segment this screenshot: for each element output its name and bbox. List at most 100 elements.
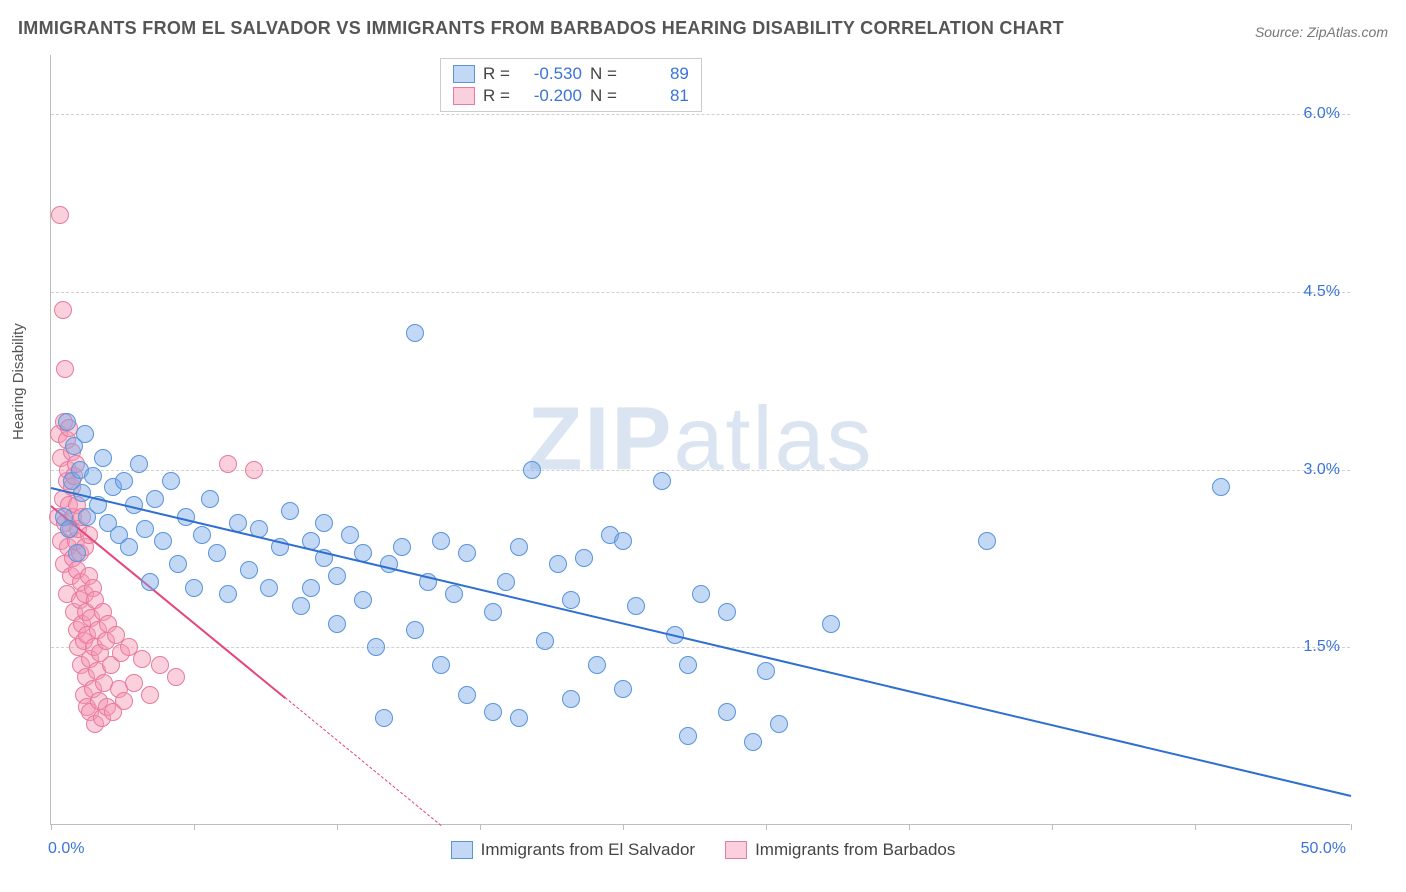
- scatter-point: [393, 538, 411, 556]
- scatter-point: [692, 585, 710, 603]
- legend-series: Immigrants from El Salvador Immigrants f…: [0, 840, 1406, 860]
- n-label: N =: [590, 86, 617, 106]
- scatter-point: [614, 532, 632, 550]
- scatter-point: [367, 638, 385, 656]
- swatch-el-salvador: [451, 841, 473, 859]
- swatch-barbados: [453, 87, 475, 105]
- scatter-point: [458, 544, 476, 562]
- legend-stats-row-barbados: R = -0.200 N = 81: [453, 85, 689, 107]
- scatter-point: [167, 668, 185, 686]
- scatter-point: [497, 573, 515, 591]
- scatter-point: [575, 549, 593, 567]
- gridline: [51, 114, 1350, 115]
- scatter-point: [151, 656, 169, 674]
- chart-container: IMMIGRANTS FROM EL SALVADOR VS IMMIGRANT…: [0, 0, 1406, 892]
- scatter-point: [58, 413, 76, 431]
- scatter-point: [154, 532, 172, 550]
- scatter-point: [193, 526, 211, 544]
- scatter-point: [60, 520, 78, 538]
- source-label: Source: ZipAtlas.com: [1255, 24, 1388, 40]
- trend-line: [51, 487, 1351, 797]
- swatch-barbados: [725, 841, 747, 859]
- x-tick: [623, 824, 624, 830]
- scatter-point: [208, 544, 226, 562]
- x-tick: [194, 824, 195, 830]
- scatter-point: [141, 573, 159, 591]
- scatter-point: [94, 449, 112, 467]
- trend-line: [285, 697, 442, 826]
- scatter-point: [68, 544, 86, 562]
- scatter-point: [484, 703, 502, 721]
- scatter-point: [76, 425, 94, 443]
- scatter-point: [133, 650, 151, 668]
- scatter-point: [1212, 478, 1230, 496]
- scatter-point: [292, 597, 310, 615]
- scatter-point: [549, 555, 567, 573]
- y-tick-label: 6.0%: [1304, 105, 1340, 123]
- scatter-point: [201, 490, 219, 508]
- scatter-point: [510, 709, 528, 727]
- scatter-point: [125, 674, 143, 692]
- scatter-point: [245, 461, 263, 479]
- scatter-point: [328, 615, 346, 633]
- scatter-point: [406, 324, 424, 342]
- scatter-point: [115, 472, 133, 490]
- scatter-point: [757, 662, 775, 680]
- r-value-barbados: -0.200: [518, 86, 582, 106]
- scatter-point: [56, 360, 74, 378]
- gridline: [51, 292, 1350, 293]
- scatter-point: [445, 585, 463, 603]
- scatter-point: [432, 656, 450, 674]
- scatter-point: [375, 709, 393, 727]
- scatter-point: [185, 579, 203, 597]
- scatter-point: [219, 455, 237, 473]
- x-tick: [766, 824, 767, 830]
- scatter-point: [120, 538, 138, 556]
- legend-stats-row-el-salvador: R = -0.530 N = 89: [453, 63, 689, 85]
- x-tick: [1351, 824, 1352, 830]
- watermark-light: atlas: [673, 389, 873, 489]
- scatter-point: [510, 538, 528, 556]
- y-tick-label: 1.5%: [1304, 638, 1340, 656]
- scatter-point: [536, 632, 554, 650]
- legend-stats: R = -0.530 N = 89 R = -0.200 N = 81: [440, 58, 702, 112]
- watermark: ZIPatlas: [527, 388, 873, 491]
- watermark-bold: ZIP: [527, 389, 673, 489]
- scatter-point: [770, 715, 788, 733]
- legend-item-barbados: Immigrants from Barbados: [725, 840, 955, 860]
- scatter-point: [718, 703, 736, 721]
- y-axis-label: Hearing Disability: [10, 323, 27, 440]
- n-value-barbados: 81: [625, 86, 689, 106]
- scatter-point: [84, 467, 102, 485]
- scatter-point: [302, 579, 320, 597]
- scatter-point: [406, 621, 424, 639]
- series-name-el-salvador: Immigrants from El Salvador: [481, 840, 695, 860]
- scatter-point: [146, 490, 164, 508]
- x-tick: [1052, 824, 1053, 830]
- plot-area: ZIPatlas 1.5%3.0%4.5%6.0%: [50, 55, 1350, 825]
- scatter-point: [744, 733, 762, 751]
- scatter-point: [54, 301, 72, 319]
- scatter-point: [115, 692, 133, 710]
- x-tick: [51, 824, 52, 830]
- scatter-point: [627, 597, 645, 615]
- scatter-point: [51, 206, 69, 224]
- series-name-barbados: Immigrants from Barbados: [755, 840, 955, 860]
- swatch-el-salvador: [453, 65, 475, 83]
- scatter-point: [130, 455, 148, 473]
- scatter-point: [653, 472, 671, 490]
- scatter-point: [354, 591, 372, 609]
- chart-title: IMMIGRANTS FROM EL SALVADOR VS IMMIGRANT…: [18, 18, 1064, 39]
- scatter-point: [562, 591, 580, 609]
- scatter-point: [562, 690, 580, 708]
- x-tick: [909, 824, 910, 830]
- scatter-point: [315, 514, 333, 532]
- scatter-point: [822, 615, 840, 633]
- scatter-point: [162, 472, 180, 490]
- n-label: N =: [590, 64, 617, 84]
- scatter-point: [679, 727, 697, 745]
- scatter-point: [718, 603, 736, 621]
- scatter-point: [136, 520, 154, 538]
- x-tick: [337, 824, 338, 830]
- scatter-point: [588, 656, 606, 674]
